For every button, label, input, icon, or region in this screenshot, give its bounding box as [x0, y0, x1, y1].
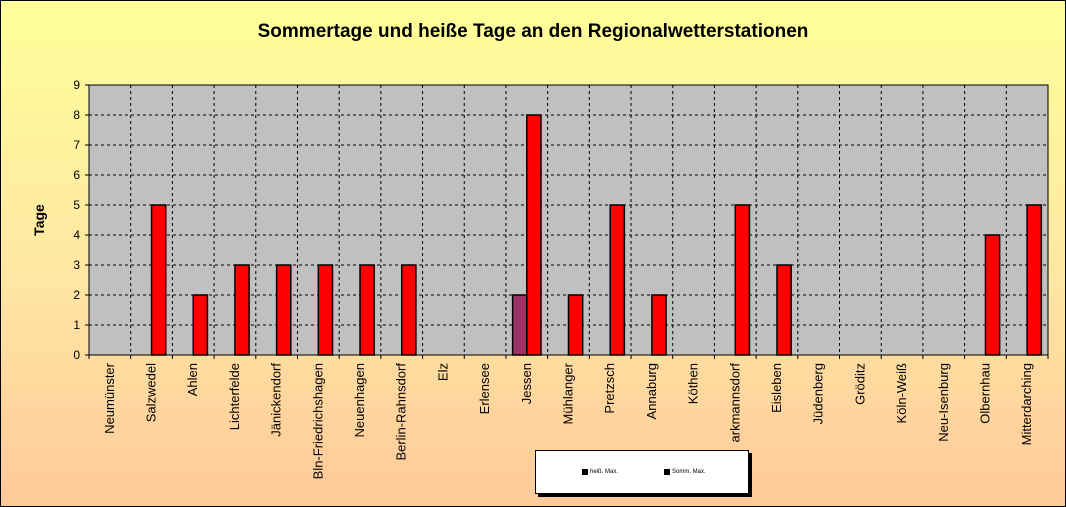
x-tick-label: Köthen — [686, 363, 701, 404]
bar-summer — [317, 264, 334, 356]
x-tick-label: Ahlen — [185, 363, 200, 396]
y-tick-label: 3 — [73, 258, 80, 272]
legend-entry-summer: Somm. Max. — [664, 469, 706, 475]
bar-summer — [651, 294, 667, 356]
x-tick-label: Gröditz — [852, 363, 867, 405]
x-tick-label: Neu-Isenburg — [936, 363, 951, 442]
y-tick-label: 2 — [73, 288, 80, 302]
bar-summer — [984, 234, 1001, 356]
x-tick-label: Olbernhau — [977, 363, 992, 424]
y-tick-label: 8 — [73, 108, 80, 122]
x-tick-label: Eisleben — [769, 363, 784, 413]
x-tick-label: Lichterfelde — [227, 363, 242, 430]
legend-label-summer: Somm. Max. — [672, 469, 706, 475]
bar-summer — [150, 204, 167, 356]
y-tick-label: 1 — [73, 318, 80, 332]
x-tick-label: Annaburg — [644, 363, 659, 419]
x-tick-label: Erlensee — [477, 363, 492, 414]
y-tick-label: 5 — [73, 198, 80, 212]
x-tick-label: Elz — [435, 363, 450, 381]
x-tick-label: Salzwedel — [144, 363, 159, 422]
legend-swatch-summer — [664, 469, 670, 475]
bar-summer — [734, 204, 751, 356]
x-tick-label: Jüdenberg — [811, 363, 826, 424]
x-tick-label: Mühlanger — [561, 362, 576, 424]
y-tick-label: 9 — [73, 78, 80, 92]
legend-entry-hot: heiß. Max. — [582, 469, 618, 475]
bar-summer — [776, 264, 792, 356]
bar-hot — [511, 294, 528, 356]
x-tick-label: Köln-Weiß — [894, 363, 909, 424]
y-tick-label: 7 — [73, 138, 80, 152]
bar-summer — [609, 204, 626, 356]
chart-title: Sommertage und heiße Tage an den Regiona… — [257, 21, 809, 42]
bar-summer — [400, 264, 417, 356]
x-tick-label: Neumünster — [102, 362, 117, 433]
legend-label-hot: heiß. Max. — [590, 469, 619, 475]
legend: heiß. Max. Somm. Max. — [535, 450, 749, 494]
x-tick-label: Mitterdarching — [1019, 363, 1034, 445]
bar-summer — [567, 294, 584, 356]
y-tick-label: 4 — [73, 228, 80, 242]
x-tick-label: arkmannsdorf — [727, 363, 742, 443]
y-tick-label: 6 — [73, 168, 80, 182]
x-tick-label: Bln-Friedrichshagen — [310, 363, 325, 479]
bar-summer — [526, 114, 542, 356]
x-tick-label: Jänickendorf — [269, 363, 284, 437]
bar-summer — [192, 294, 209, 356]
bar-summer — [275, 264, 292, 356]
bar-summer — [359, 264, 375, 356]
bar-summer — [1026, 204, 1043, 356]
bar-summer — [234, 264, 250, 356]
x-tick-label: Neuenhagen — [352, 363, 367, 437]
x-tick-label: Berlin-Rahnsdorf — [394, 363, 409, 461]
legend-swatch-hot — [582, 469, 588, 475]
x-tick-label: Pretzsch — [602, 363, 617, 414]
x-tick-label: Jessen — [519, 363, 534, 404]
y-tick-label: 0 — [73, 348, 80, 362]
